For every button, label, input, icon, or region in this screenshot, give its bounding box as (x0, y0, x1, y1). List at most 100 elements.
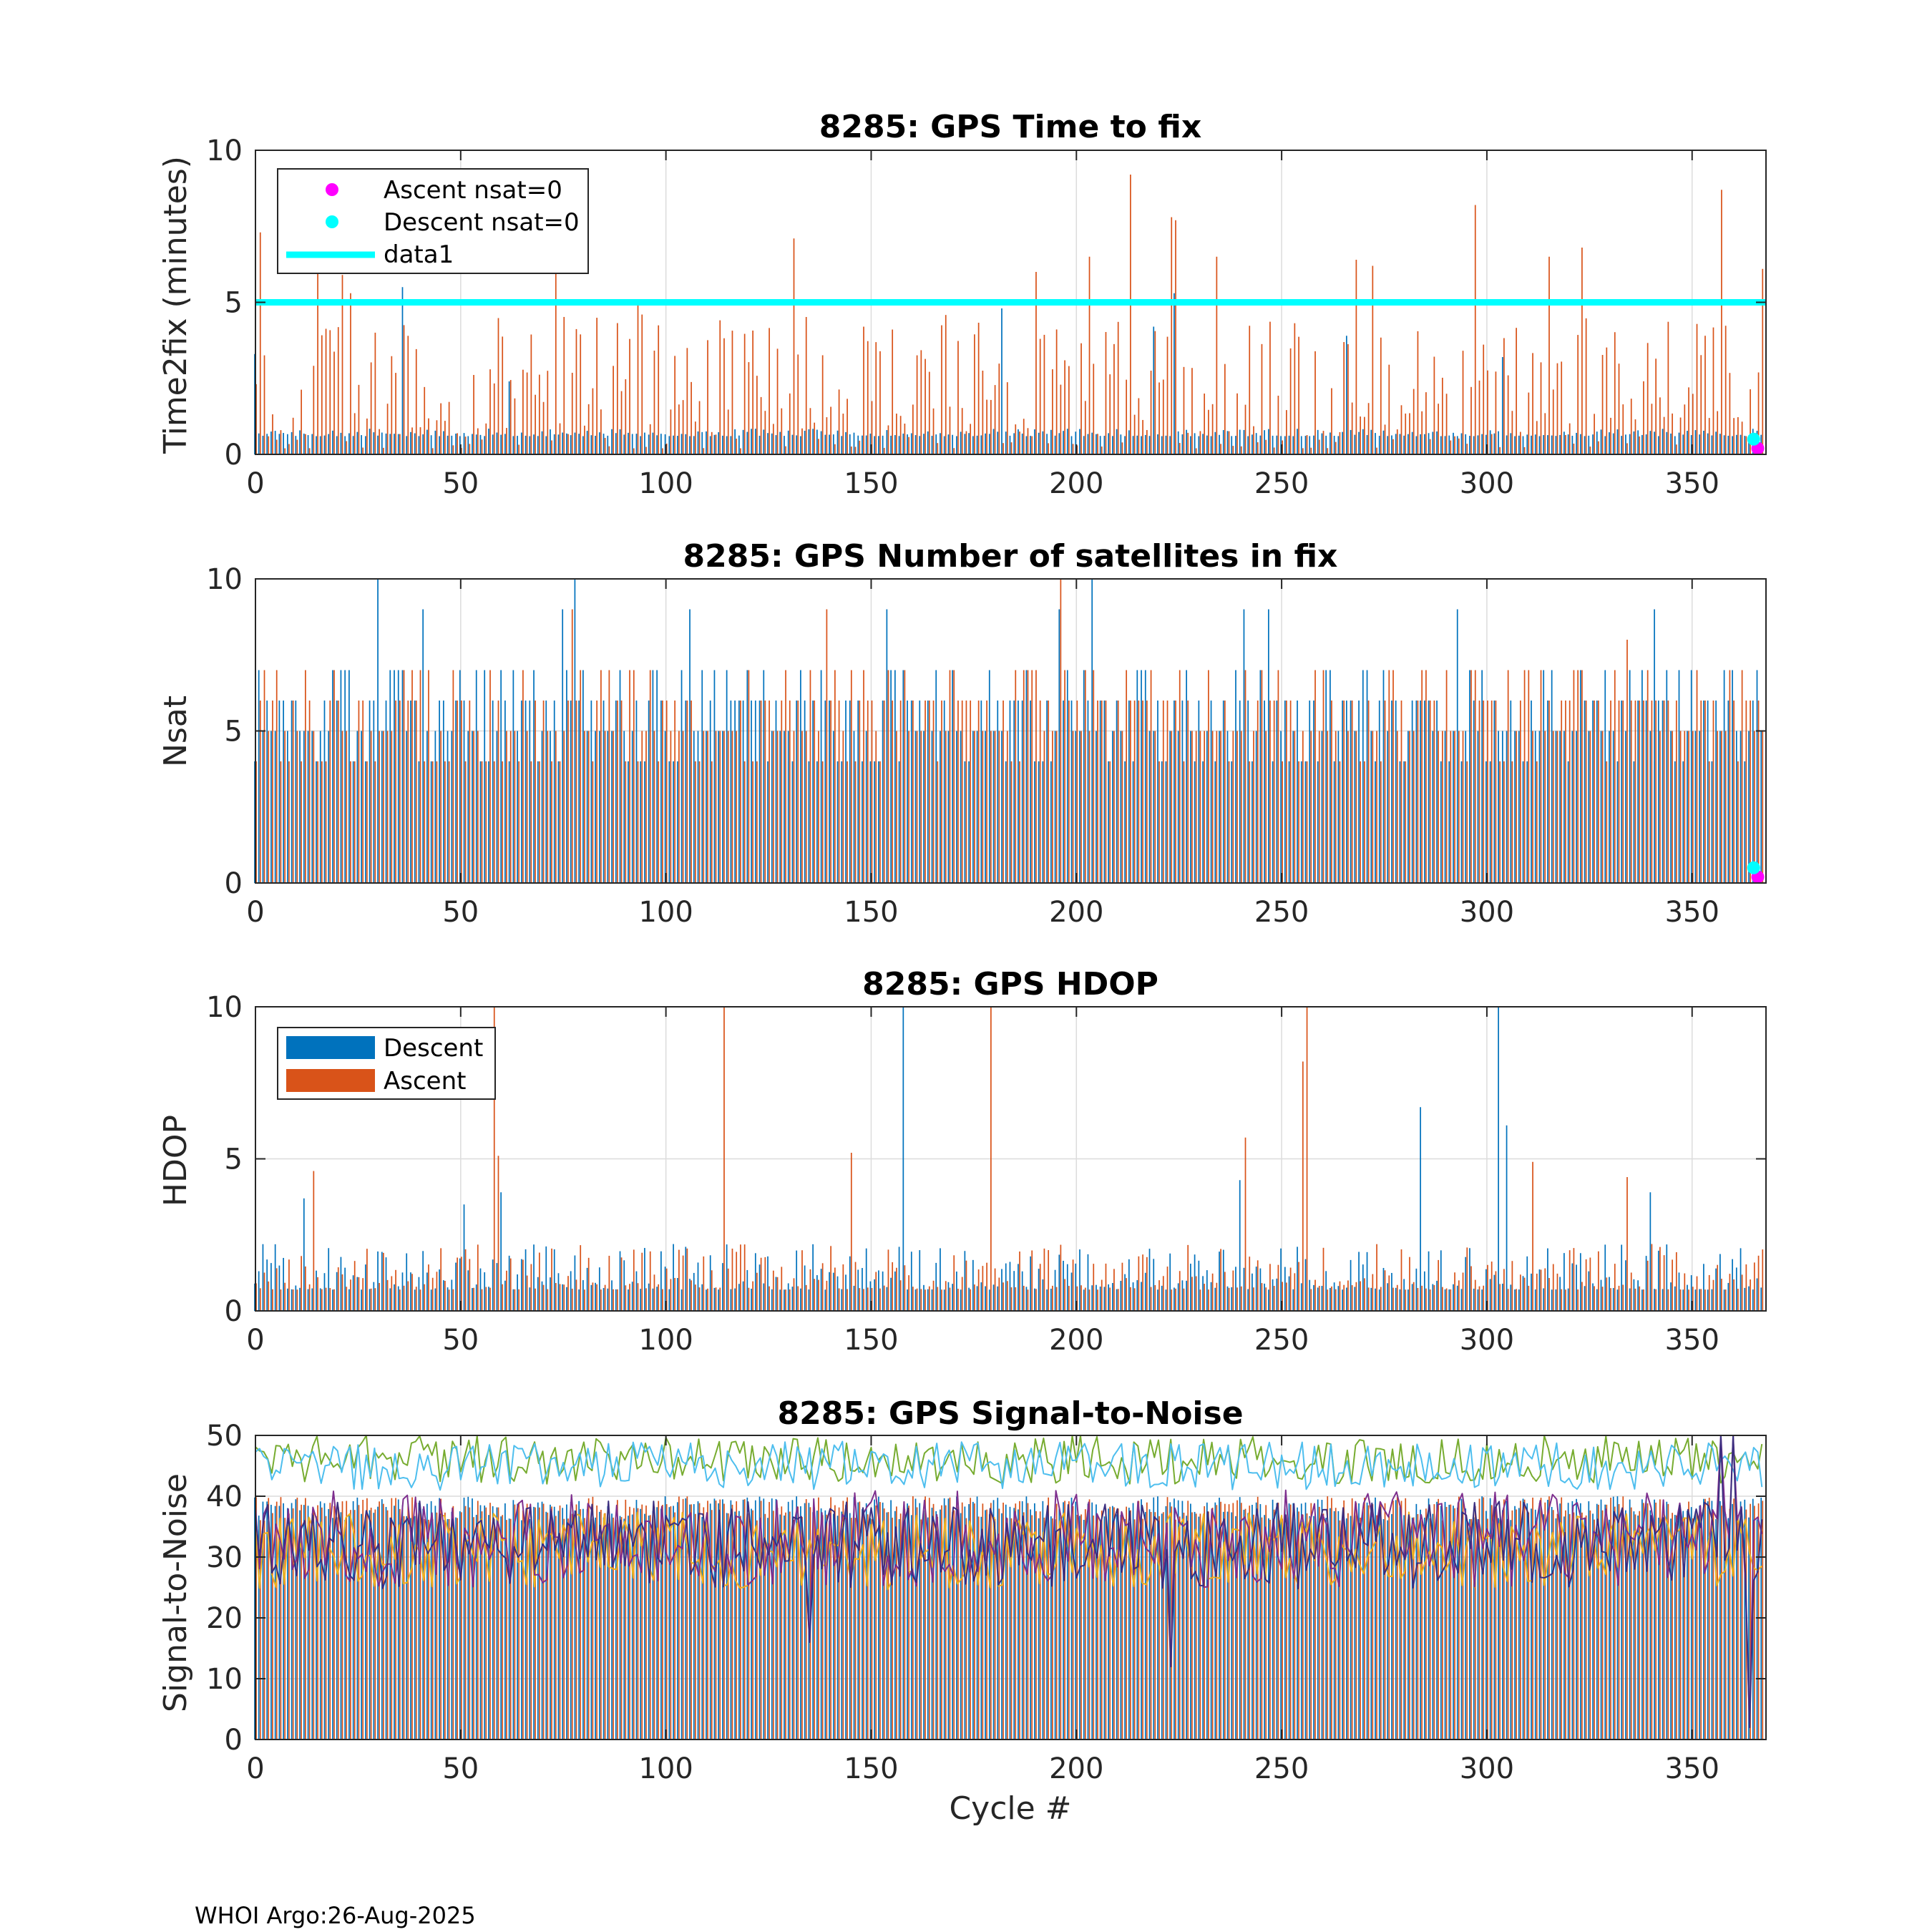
ascent-bar (444, 761, 446, 883)
descent-bar (697, 1262, 699, 1311)
descent-snr-bar (857, 1502, 859, 1740)
ascent-snr-bar (1019, 1501, 1020, 1740)
descent-bar (517, 1274, 518, 1311)
descent-bar (1042, 1279, 1044, 1311)
descent-snr-bar (545, 1511, 547, 1740)
ascent-bar (912, 701, 914, 883)
descent-bar (578, 434, 580, 454)
descent-bar (640, 436, 642, 454)
descent-bar (1358, 431, 1360, 454)
ascent-snr-bar (871, 1519, 873, 1740)
descent-bar (1235, 1267, 1236, 1311)
ascent-bar (887, 1249, 889, 1311)
ascent-bar (1745, 436, 1747, 454)
descent-bar (525, 435, 527, 454)
descent-bar (865, 435, 867, 454)
ascent-bar (411, 1274, 413, 1311)
descent-bar (668, 1289, 670, 1311)
descent-bar (397, 434, 399, 454)
ascent-snr-bar (1031, 1515, 1033, 1740)
ascent-bar (1495, 371, 1497, 454)
ascent-bar (1364, 1278, 1365, 1311)
descent-bar (1579, 434, 1581, 454)
descent-bar (1252, 1273, 1253, 1311)
ascent-bar (1589, 731, 1591, 883)
ascent-snr-bar (781, 1506, 783, 1740)
descent-snr-bar (541, 1501, 543, 1740)
y-tick-label: 0 (225, 1724, 243, 1757)
ascent-snr-bar (514, 1504, 516, 1740)
descent-bar (1649, 731, 1652, 883)
descent-bar (767, 1256, 769, 1311)
ascent-bar (1610, 701, 1611, 883)
descent-bar (344, 436, 346, 454)
ascent-bar (1298, 336, 1299, 454)
descent-bar (960, 431, 962, 454)
descent-snr-bar (1699, 1506, 1701, 1740)
ascent-bar (727, 1268, 729, 1311)
ascent-bar (826, 1280, 828, 1311)
ascent-bar (1117, 701, 1119, 883)
ascent-snr-bar (1052, 1518, 1053, 1740)
ascent-bar (1183, 761, 1185, 883)
ascent-bar (1002, 443, 1004, 454)
ascent-bar (1249, 761, 1251, 883)
ascent-snr-bar (1048, 1497, 1050, 1740)
ascent-bar (1639, 436, 1641, 454)
ascent-snr-bar (1388, 1516, 1390, 1740)
descent-bar (1214, 431, 1216, 454)
descent-bar (467, 436, 469, 454)
descent-bar (1616, 429, 1619, 454)
descent-bar (1399, 761, 1401, 883)
y-tick-label: 0 (225, 439, 243, 472)
ascent-bar (805, 316, 807, 454)
ascent-bar (411, 427, 413, 454)
descent-snr-bar (1473, 1517, 1475, 1740)
ascent-bar (986, 701, 987, 883)
ascent-bar (1162, 379, 1164, 454)
ascent-bar (379, 429, 380, 454)
descent-bar (1547, 435, 1548, 454)
ascent-bar (719, 1287, 721, 1311)
y-tick-label: 0 (225, 1295, 243, 1328)
descent-bar (286, 434, 288, 454)
descent-bar (430, 761, 432, 883)
descent-bar (1453, 432, 1454, 454)
ascent-bar (637, 761, 639, 883)
ascent-snr-bar (1117, 1508, 1119, 1740)
descent-bar (1309, 701, 1311, 883)
ascent-snr-bar (649, 1515, 651, 1740)
descent-snr-bar (1280, 1520, 1282, 1740)
descent-snr-bar (784, 1515, 785, 1740)
descent-bar (406, 436, 408, 454)
ascent-snr-bar (1002, 1502, 1004, 1740)
descent-bar (746, 670, 748, 883)
descent-snr-bar (619, 1516, 621, 1740)
descent-bar (882, 1271, 884, 1311)
ascent-bar (333, 670, 335, 883)
descent-bar (447, 1287, 449, 1311)
descent-bar (767, 761, 769, 883)
ascent-bar (916, 355, 918, 454)
descent-bar (328, 731, 330, 883)
ascent-bar (464, 436, 467, 454)
ascent-bar (366, 761, 368, 883)
ascent-bar (600, 1289, 602, 1311)
ascent-snr-bar (970, 1498, 972, 1740)
ascent-bar (518, 1289, 520, 1311)
descent-bar (430, 1289, 432, 1311)
descent-bar (1226, 1286, 1229, 1311)
ascent-bar (1405, 761, 1407, 883)
ascent-bar (1175, 1288, 1176, 1311)
ascent-bar (662, 701, 663, 883)
ascent-bar (1606, 1277, 1608, 1311)
descent-bar (660, 1251, 662, 1311)
descent-bar (808, 1289, 810, 1311)
ascent-bar (497, 701, 499, 883)
descent-bar (1070, 436, 1073, 454)
ascent-snr-bar (1622, 1496, 1624, 1740)
ascent-bar (970, 1289, 972, 1311)
ascent-bar (1282, 440, 1283, 454)
ascent-snr-bar (1298, 1511, 1299, 1740)
